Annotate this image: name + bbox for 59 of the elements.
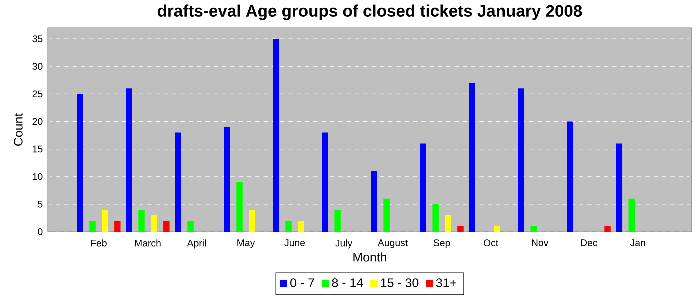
y-tick-label: 15 <box>33 146 43 153</box>
bar <box>249 210 256 232</box>
bar <box>445 215 452 232</box>
bar <box>114 220 121 232</box>
legend-label: 0 - 7 <box>290 278 314 288</box>
bar <box>77 94 84 232</box>
x-tick-label: August <box>378 240 408 248</box>
y-tick-label: 5 <box>38 201 43 208</box>
bar <box>458 226 464 232</box>
x-tick-label: Nov <box>532 240 549 246</box>
bar <box>175 132 182 232</box>
x-tick-label: Feb <box>91 240 107 247</box>
x-tick-label: July <box>336 240 353 249</box>
y-tick-label: 0 <box>38 228 43 236</box>
y-tick-label: 25 <box>32 90 43 98</box>
x-tick-label: Dec <box>581 240 598 246</box>
bar <box>616 144 623 232</box>
x-tick-label: Jan <box>630 240 646 246</box>
bar <box>188 220 194 232</box>
bar <box>384 198 390 232</box>
bar <box>628 198 635 232</box>
y-tick-label: 20 <box>32 118 43 126</box>
bar <box>224 127 230 232</box>
bar <box>90 220 96 232</box>
bar <box>334 210 341 232</box>
bar <box>371 171 378 232</box>
bar <box>567 122 574 232</box>
bar <box>298 220 304 232</box>
bar <box>322 132 328 232</box>
bar <box>286 220 292 232</box>
x-tick-label: June <box>284 240 306 246</box>
x-tick-label: April <box>187 240 206 249</box>
bar <box>102 210 108 232</box>
bar <box>420 144 426 232</box>
bar <box>469 83 476 232</box>
x-axis-title: Month <box>354 252 386 262</box>
bar <box>126 88 132 232</box>
bar <box>138 210 145 232</box>
x-tick-label: Sep <box>434 240 450 248</box>
legend-label: 8 - 14 <box>332 278 364 288</box>
legend-label: 15 - 30 <box>381 278 419 288</box>
y-tick-label: 10 <box>33 173 43 180</box>
bar <box>432 204 439 232</box>
bar <box>151 215 158 232</box>
y-tick-label: 35 <box>32 36 43 42</box>
y-tick-label: 30 <box>32 63 43 70</box>
x-tick-label: March <box>135 240 161 247</box>
bar <box>164 220 170 232</box>
x-tick-label: May <box>238 240 256 248</box>
chart-title: drafts-eval Age groups of closed tickets January 2008 <box>158 4 582 20</box>
x-tick-label: Oct <box>484 240 499 247</box>
bar <box>236 182 243 232</box>
bar <box>494 226 500 232</box>
y-axis-title: Count <box>14 113 23 146</box>
bar <box>530 226 537 232</box>
bar <box>518 88 525 232</box>
bar <box>604 226 611 232</box>
legend-label: 31+ <box>436 278 456 288</box>
bar <box>273 39 280 232</box>
